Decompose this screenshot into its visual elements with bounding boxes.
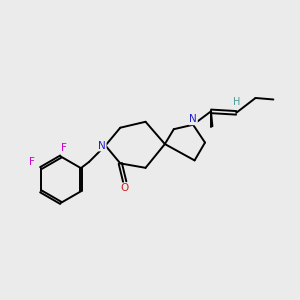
Text: F: F	[61, 142, 67, 153]
Text: F: F	[29, 157, 35, 167]
Text: N: N	[98, 140, 106, 151]
Text: H: H	[232, 97, 240, 106]
Text: N: N	[189, 114, 197, 124]
Text: O: O	[121, 183, 129, 193]
